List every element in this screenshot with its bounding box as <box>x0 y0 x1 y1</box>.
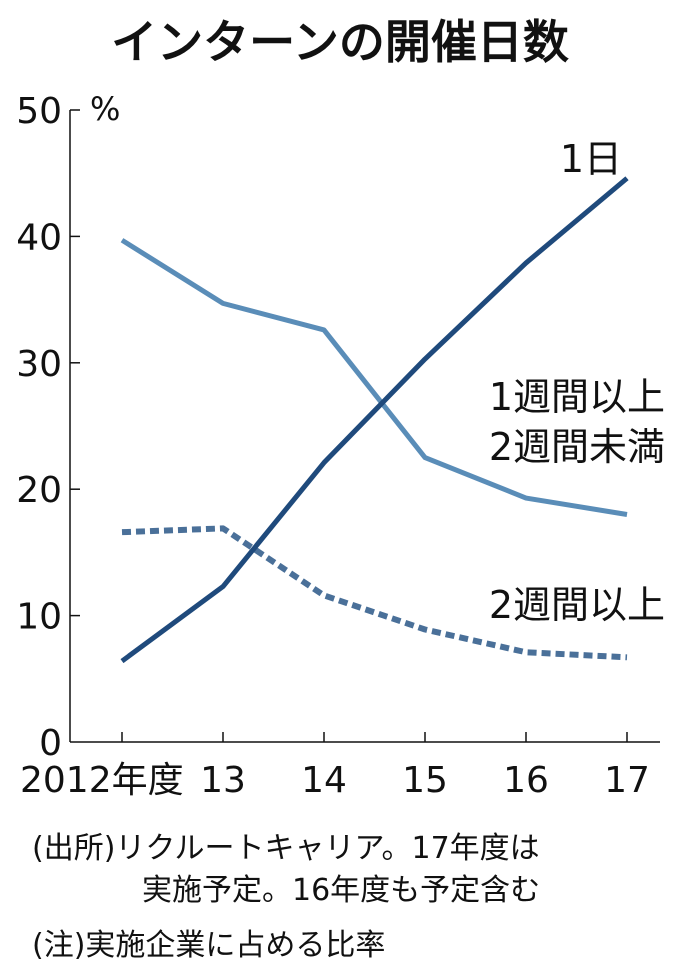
series-line-1 <box>120 238 628 517</box>
source-note-line2: 実施予定。16年度も予定含む <box>142 873 540 908</box>
y-tick-label: 30 <box>16 344 62 385</box>
x-tick-label: 16 <box>503 760 549 801</box>
series-label-1to2weeks-line1: 1週間以上 <box>489 375 665 419</box>
chart-title: インターンの開催日数 <box>111 15 569 69</box>
x-axis: 2012年度 13 14 15 16 17 <box>20 732 660 801</box>
x-tick-label: 17 <box>604 760 650 801</box>
y-tick-label: 10 <box>16 597 62 638</box>
footnote: (注)実施企業に占める比率 <box>32 928 385 963</box>
y-axis: 0 10 20 30 40 50 <box>16 91 80 764</box>
x-tick-label: 15 <box>402 760 448 801</box>
series-line-0 <box>120 176 629 664</box>
x-tick-label: 14 <box>301 760 347 801</box>
x-tick-label: 2012年度 <box>20 760 184 801</box>
y-tick-label: 50 <box>16 91 62 132</box>
series-lines <box>120 176 629 664</box>
y-tick-label: 20 <box>16 470 62 511</box>
series-label-2weeks-plus: 2週間以上 <box>489 583 665 627</box>
source-note-line1: (出所)リクルートキャリア。17年度は <box>32 831 540 866</box>
series-line-2 <box>121 525 628 661</box>
series-label-1to2weeks-line2: 2週間未満 <box>489 425 665 469</box>
y-tick-label: 0 <box>39 723 62 764</box>
x-tick-label: 13 <box>200 760 246 801</box>
y-tick-label: 40 <box>16 217 62 258</box>
series-label-1day: 1日 <box>560 137 622 181</box>
y-unit-label: % <box>90 90 120 128</box>
